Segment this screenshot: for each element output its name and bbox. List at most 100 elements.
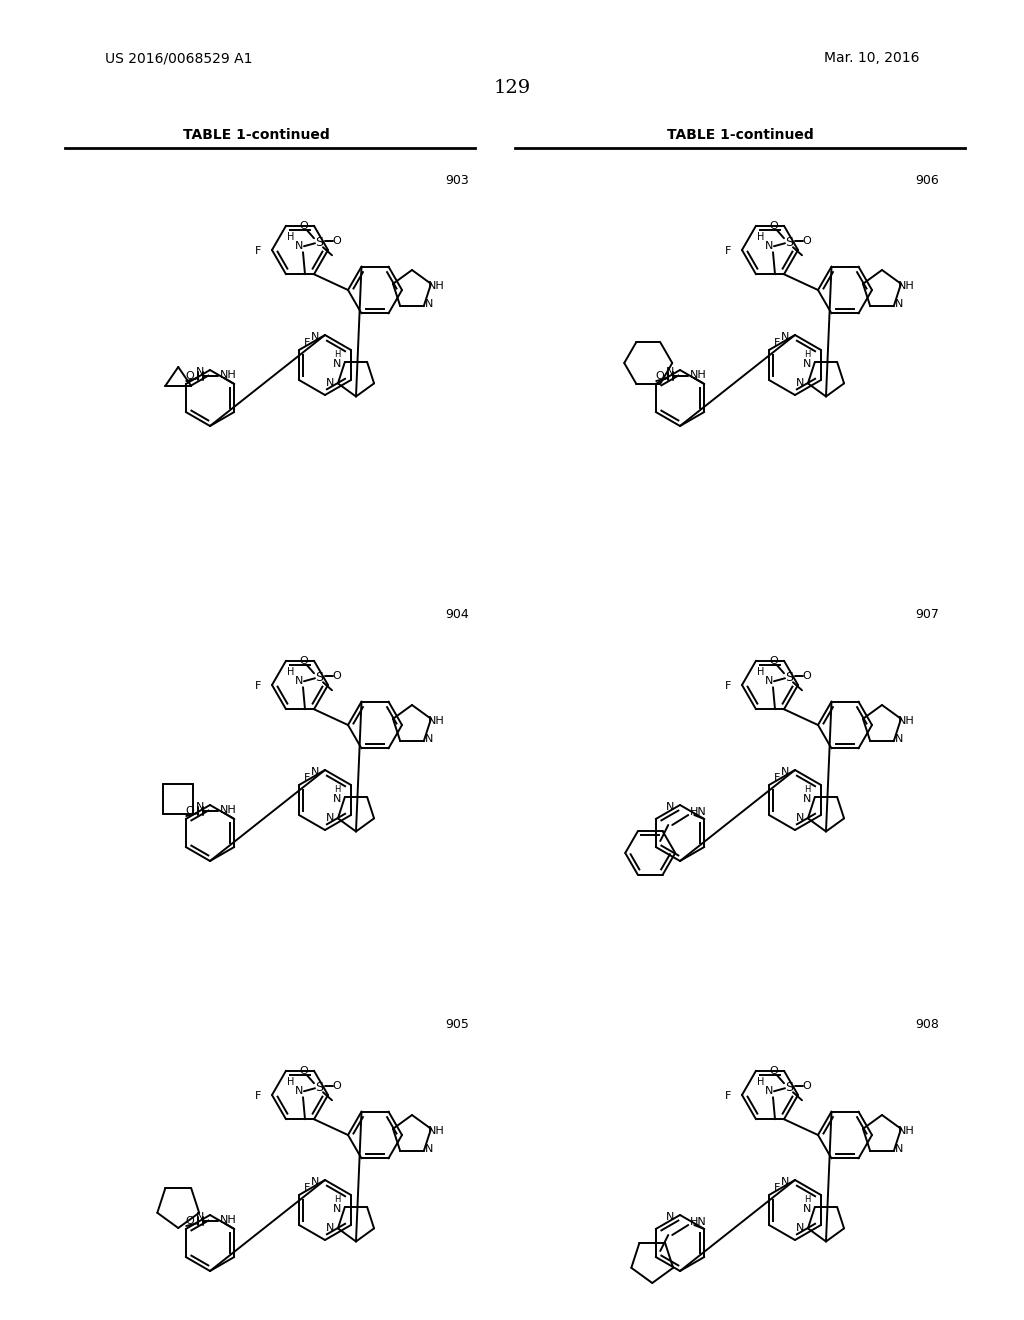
Text: F: F (304, 1183, 310, 1193)
Text: N: N (765, 242, 773, 251)
Text: N: N (803, 359, 811, 370)
Text: H: H (758, 667, 765, 677)
Text: N: N (311, 1177, 319, 1187)
Text: O: O (333, 236, 341, 247)
Text: N: N (666, 1212, 674, 1222)
Text: 129: 129 (494, 79, 530, 96)
Text: 903: 903 (445, 173, 469, 186)
Text: N: N (666, 803, 674, 812)
Text: O: O (803, 672, 811, 681)
Text: H: H (804, 1195, 810, 1204)
Text: N: N (326, 379, 334, 388)
Text: S: S (785, 236, 793, 248)
Text: O: O (770, 656, 778, 667)
Text: 905: 905 (445, 1019, 469, 1031)
Text: NH: NH (220, 370, 237, 380)
Text: F: F (304, 338, 310, 348)
Text: N: N (333, 359, 341, 370)
Text: N: N (895, 300, 903, 309)
Text: F: F (774, 338, 780, 348)
Text: O: O (803, 236, 811, 247)
Text: N: N (796, 813, 804, 824)
Text: F: F (774, 774, 780, 783)
Text: NH: NH (428, 715, 444, 726)
Text: H: H (334, 784, 340, 793)
Text: F: F (255, 1092, 261, 1101)
Text: S: S (315, 1081, 323, 1094)
Text: N: N (765, 676, 773, 686)
Text: 904: 904 (445, 609, 469, 622)
Text: NH: NH (220, 805, 237, 814)
Text: N: N (333, 1204, 341, 1214)
Text: N: N (796, 379, 804, 388)
Text: F: F (255, 681, 261, 690)
Text: 908: 908 (915, 1019, 939, 1031)
Text: N: N (295, 1086, 303, 1096)
Text: F: F (304, 774, 310, 783)
Text: N: N (803, 1204, 811, 1214)
Text: US 2016/0068529 A1: US 2016/0068529 A1 (105, 51, 253, 65)
Text: H: H (804, 350, 810, 359)
Text: N: N (196, 367, 204, 378)
Text: F: F (255, 246, 261, 256)
Text: NH: NH (220, 1214, 237, 1225)
Text: N: N (796, 1224, 804, 1233)
Text: N: N (895, 734, 903, 744)
Text: O: O (770, 1067, 778, 1076)
Text: N: N (781, 333, 790, 342)
Text: 907: 907 (915, 609, 939, 622)
Text: O: O (186, 371, 195, 381)
Text: N: N (781, 767, 790, 777)
Text: F: F (725, 681, 731, 690)
Text: O: O (656, 371, 665, 381)
Text: HN: HN (690, 807, 707, 817)
Text: S: S (315, 671, 323, 684)
Text: O: O (186, 807, 195, 816)
Text: N: N (425, 300, 433, 309)
Text: O: O (300, 656, 308, 667)
Text: HN: HN (690, 1217, 707, 1228)
Text: N: N (196, 803, 204, 812)
Text: N: N (333, 795, 341, 804)
Text: N: N (311, 767, 319, 777)
Text: N: N (326, 1224, 334, 1233)
Text: O: O (300, 1067, 308, 1076)
Text: N: N (765, 1086, 773, 1096)
Text: O: O (770, 222, 778, 231)
Text: H: H (288, 1077, 295, 1088)
Text: N: N (326, 813, 334, 824)
Text: NH: NH (428, 1126, 444, 1135)
Text: N: N (196, 1212, 204, 1222)
Text: O: O (300, 222, 308, 231)
Text: N: N (803, 795, 811, 804)
Text: 906: 906 (915, 173, 939, 186)
Text: H: H (334, 1195, 340, 1204)
Text: S: S (785, 1081, 793, 1094)
Text: TABLE 1-continued: TABLE 1-continued (667, 128, 813, 143)
Text: H: H (288, 232, 295, 243)
Text: NH: NH (898, 281, 914, 290)
Text: N: N (781, 1177, 790, 1187)
Text: N: N (295, 676, 303, 686)
Text: N: N (311, 333, 319, 342)
Text: H: H (758, 1077, 765, 1088)
Text: H: H (288, 667, 295, 677)
Text: O: O (333, 672, 341, 681)
Text: S: S (315, 236, 323, 248)
Text: H: H (758, 232, 765, 243)
Text: F: F (725, 246, 731, 256)
Text: N: N (295, 242, 303, 251)
Text: N: N (895, 1144, 903, 1154)
Text: S: S (785, 671, 793, 684)
Text: NH: NH (898, 1126, 914, 1135)
Text: O: O (186, 1216, 195, 1226)
Text: H: H (334, 350, 340, 359)
Text: N: N (425, 1144, 433, 1154)
Text: N: N (425, 734, 433, 744)
Text: N: N (666, 367, 674, 378)
Text: H: H (804, 784, 810, 793)
Text: TABLE 1-continued: TABLE 1-continued (182, 128, 330, 143)
Text: NH: NH (898, 715, 914, 726)
Text: Mar. 10, 2016: Mar. 10, 2016 (824, 51, 920, 65)
Text: F: F (725, 1092, 731, 1101)
